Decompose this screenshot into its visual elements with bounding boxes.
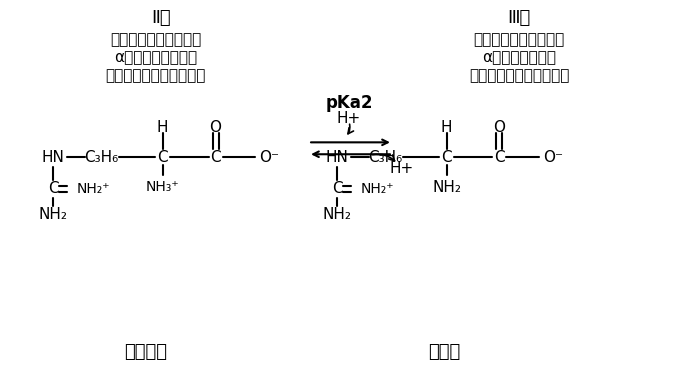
Text: C: C (494, 150, 505, 165)
Text: HN: HN (42, 150, 65, 165)
Text: カルボキシ基ＣＯＯ－: カルボキシ基ＣＯＯ－ (474, 33, 565, 48)
Text: αアミノ基ＮＨ２: αアミノ基ＮＨ２ (482, 51, 556, 66)
Text: NH₃⁺: NH₃⁺ (146, 180, 179, 194)
Text: C: C (332, 182, 342, 196)
Text: HN: HN (325, 150, 348, 165)
Text: H+: H+ (389, 160, 414, 176)
Text: O: O (493, 120, 505, 135)
Text: O: O (209, 120, 221, 135)
Text: C: C (210, 150, 221, 165)
Text: C₃H₆: C₃H₆ (84, 150, 118, 165)
Text: C₃H₆: C₃H₆ (368, 150, 402, 165)
Text: O⁻: O⁻ (260, 150, 279, 165)
Text: H: H (157, 120, 168, 135)
Text: 側鎖塩基性官能基ＮＨ＋: 側鎖塩基性官能基ＮＨ＋ (469, 68, 570, 83)
Text: NH₂: NH₂ (322, 207, 352, 222)
Text: O⁻: O⁻ (543, 150, 563, 165)
Text: Ⅲ型: Ⅲ型 (507, 9, 531, 27)
Text: NH₂: NH₂ (432, 180, 461, 195)
Text: Ⅱ型: Ⅱ型 (151, 9, 170, 27)
Text: 側鎖塩基性官能基ＮＨ＋: 側鎖塩基性官能基ＮＨ＋ (105, 68, 206, 83)
Text: NH₂⁺: NH₂⁺ (77, 182, 110, 196)
Text: 電荷＋１: 電荷＋１ (124, 343, 168, 361)
Text: NH₂: NH₂ (38, 207, 68, 222)
Text: NH₂⁺: NH₂⁺ (361, 182, 394, 196)
Text: pKa2: pKa2 (325, 94, 373, 112)
Text: H: H (441, 120, 452, 135)
Text: C: C (48, 182, 59, 196)
Text: カルボキシ基ＣＯＯ－: カルボキシ基ＣＯＯ－ (110, 33, 202, 48)
Text: αアミノ基ＮＨ３＋: αアミノ基ＮＨ３＋ (114, 51, 198, 66)
Text: H+: H+ (337, 111, 361, 126)
Text: C: C (441, 150, 452, 165)
Text: C: C (158, 150, 168, 165)
Text: 電荷０: 電荷０ (429, 343, 461, 361)
